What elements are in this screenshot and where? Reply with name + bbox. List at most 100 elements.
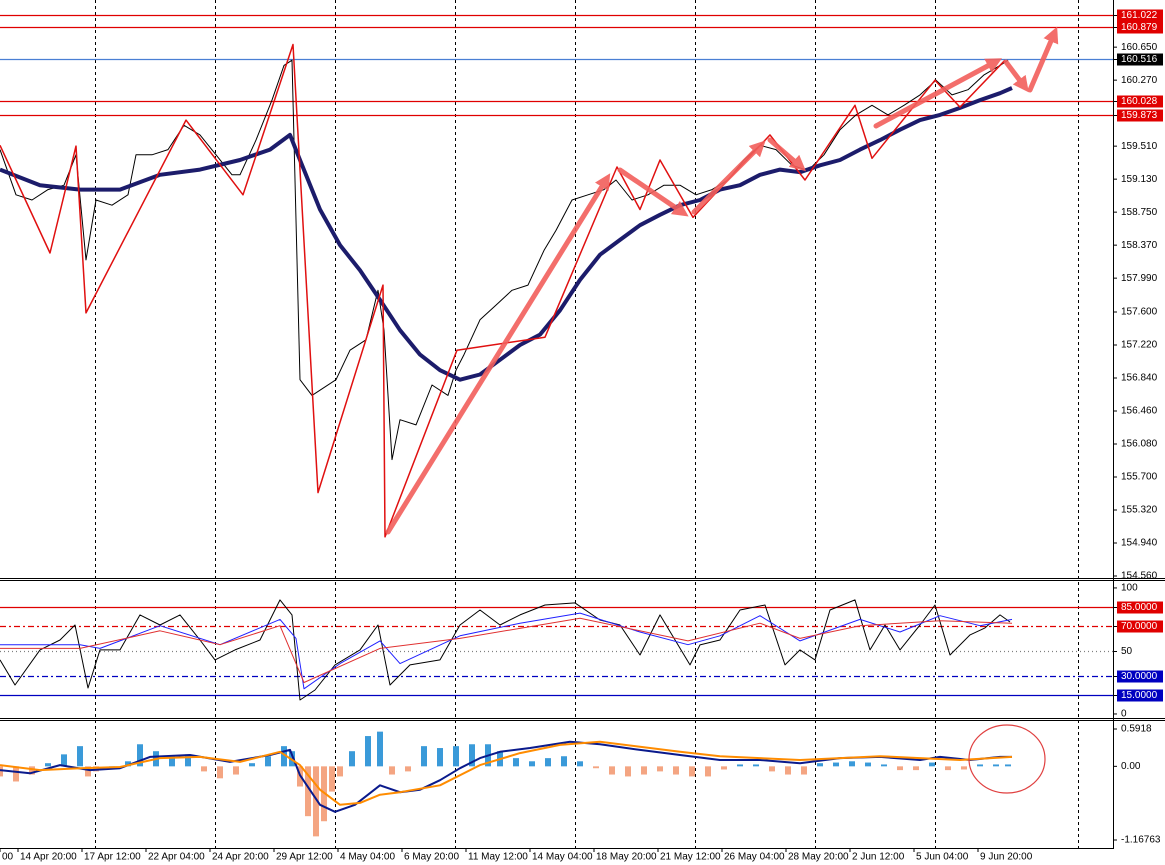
histogram-bar	[305, 766, 311, 817]
level-label: 161.022	[1121, 10, 1158, 21]
histogram-bar	[1005, 764, 1011, 767]
histogram-bar	[945, 766, 951, 771]
y-tick-label: 157.220	[1121, 340, 1158, 351]
y-tick-label: 159.130	[1121, 174, 1158, 185]
histogram-bar	[0, 766, 3, 777]
y-tick-label: 156.080	[1121, 439, 1158, 450]
x-tick-label: 9 Jun 20:00	[980, 852, 1033, 863]
y-tick-label: -1.16763	[1121, 835, 1161, 846]
histogram-bar	[13, 766, 19, 782]
level-label: 160.879	[1121, 22, 1158, 33]
level-label-box	[1117, 21, 1163, 34]
histogram-bar	[609, 766, 615, 775]
histogram-bar	[185, 754, 191, 767]
histogram-bar	[529, 761, 535, 767]
x-tick-label: 6 May 20:00	[404, 852, 459, 863]
histogram-bar	[913, 766, 919, 771]
y-tick-label: 159.510	[1121, 141, 1158, 152]
histogram-bar	[737, 764, 743, 767]
y-tick-label: 154.560	[1121, 571, 1158, 582]
histogram-bar	[437, 748, 443, 767]
level-label: 160.516	[1121, 54, 1158, 65]
x-tick-label: 18 May 20:00	[596, 852, 657, 863]
y-tick-label: 158.370	[1121, 240, 1158, 251]
y-tick-label: 0	[1121, 709, 1127, 720]
y-tick-label: 156.460	[1121, 406, 1158, 417]
x-tick-label: 5 Jun 04:00	[916, 852, 969, 863]
y-tick-label: 157.600	[1121, 307, 1158, 318]
histogram-bar	[561, 756, 567, 767]
series-line	[0, 59, 1009, 461]
x-tick-label: 17 Apr 12:00	[84, 852, 141, 863]
level-label-box	[1117, 601, 1163, 614]
histogram-bar	[137, 744, 143, 767]
histogram-bar	[641, 766, 647, 775]
histogram-bar	[201, 766, 207, 772]
x-tick-label: 28 May 20:00	[788, 852, 849, 863]
histogram-bar	[977, 764, 983, 767]
histogram-bar	[469, 744, 475, 767]
y-tick-label: 160.650	[1121, 42, 1158, 53]
arrow	[873, 58, 1003, 129]
histogram-bar	[281, 746, 287, 767]
series-line	[0, 617, 1013, 683]
histogram-bar	[577, 761, 583, 767]
histogram-bar	[865, 762, 871, 767]
level-label-box	[1117, 670, 1163, 683]
annotation-circle	[968, 724, 1046, 794]
x-tick-label: 22 Apr 04:00	[148, 852, 205, 863]
x-tick-label: 4 May 04:00	[340, 852, 395, 863]
histogram-bar	[125, 761, 131, 767]
histogram-bar	[849, 761, 855, 767]
histogram-bar	[993, 764, 999, 767]
level-label: 30.0000	[1121, 671, 1158, 682]
x-tick-label: 2 Jun 12:00	[852, 852, 905, 863]
histogram-bar	[673, 766, 679, 775]
x-tick-label: 14 May 04:00	[532, 852, 593, 863]
histogram-bar	[625, 766, 631, 777]
level-label: 70.0000	[1121, 621, 1158, 632]
histogram-bar	[349, 751, 355, 767]
y-tick-label: 0.5918	[1121, 724, 1152, 735]
x-tick-label: 26 May 04:00	[724, 852, 785, 863]
histogram-bar	[169, 756, 175, 767]
level-label-box	[1117, 620, 1163, 633]
histogram-bar	[961, 766, 967, 770]
y-tick-label: 160.270	[1121, 75, 1158, 86]
series-line	[0, 86, 1013, 382]
arrow	[691, 140, 766, 215]
histogram-bar	[421, 746, 427, 767]
histogram-bar	[233, 766, 239, 775]
level-label: 50	[1121, 646, 1133, 657]
level-label-box	[1117, 53, 1163, 66]
y-tick-label: 156.840	[1121, 373, 1158, 384]
histogram-bar	[29, 766, 35, 775]
histogram-bar	[337, 766, 343, 777]
y-tick-label: 155.320	[1121, 505, 1158, 516]
level-label: 160.028	[1121, 96, 1158, 107]
x-tick-label: 00	[2, 852, 14, 863]
histogram-bar	[453, 746, 459, 767]
histogram-bar	[817, 763, 823, 767]
histogram-bar	[897, 766, 903, 771]
annotation-arrows	[385, 26, 1059, 535]
histogram-bar	[313, 766, 319, 837]
histogram-bar	[405, 766, 411, 772]
level-label-box	[1117, 109, 1163, 122]
y-tick-label: 157.990	[1121, 273, 1158, 284]
level-label-box	[1117, 9, 1163, 22]
histogram-bar	[85, 766, 91, 777]
series-line	[0, 43, 1006, 538]
histogram-bar	[377, 731, 383, 767]
histogram-bar	[249, 763, 255, 767]
histogram-bar	[721, 766, 727, 770]
level-label-box	[1117, 95, 1163, 108]
histogram-bar	[217, 766, 223, 779]
histogram-bar	[705, 766, 711, 777]
arrow	[1003, 59, 1029, 93]
arrow	[767, 137, 807, 172]
x-tick-label: 29 Apr 12:00	[276, 852, 333, 863]
histogram-bar	[657, 766, 663, 772]
